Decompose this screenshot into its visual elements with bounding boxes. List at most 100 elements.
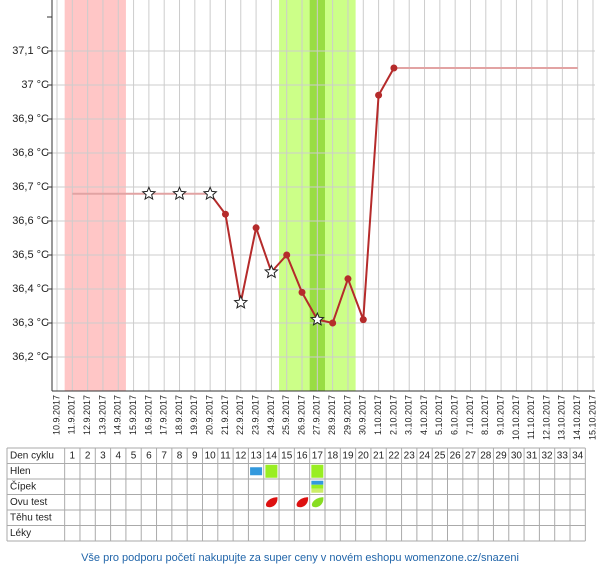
point	[329, 319, 337, 327]
day-number: 29	[496, 450, 508, 461]
point	[390, 64, 398, 72]
x-tick-label: 15.9.2017	[128, 395, 138, 435]
x-tick-label: 20.9.2017	[205, 395, 215, 435]
day-number: 28	[480, 450, 492, 461]
icon-drop	[265, 497, 278, 508]
day-number: 30	[511, 450, 523, 461]
x-tick-label: 22.9.2017	[235, 395, 245, 435]
day-number: 32	[541, 450, 553, 461]
star-point	[202, 185, 218, 201]
x-tick-label: 7.10.2017	[465, 395, 475, 435]
x-tick-label: 30.9.2017	[358, 395, 368, 435]
x-tick-label: 5.10.2017	[434, 395, 444, 435]
day-number: 7	[161, 450, 167, 461]
star-point	[233, 294, 249, 309]
phase-band	[64, 0, 126, 391]
point	[283, 251, 291, 259]
y-tick-label: 36,9 °C	[12, 113, 49, 125]
x-tick-label: 14.10.2017	[572, 395, 582, 440]
x-tick-label: 15.10.2017	[587, 395, 597, 440]
x-tick-label: 21.9.2017	[220, 395, 230, 435]
x-tick-label: 12.10.2017	[541, 395, 551, 440]
day-number: 34	[572, 450, 584, 461]
y-tick-label: 36,6 °C	[12, 215, 49, 227]
point	[375, 91, 383, 99]
x-tick-label: 24.9.2017	[266, 395, 276, 435]
day-number: 27	[465, 450, 477, 461]
day-number: 20	[358, 450, 370, 461]
x-tick-label: 10.9.2017	[51, 395, 61, 435]
day-number: 25	[434, 450, 446, 461]
row-label: Léky	[10, 528, 31, 539]
x-tick-label: 23.9.2017	[250, 395, 260, 435]
point	[344, 275, 352, 283]
day-number: 24	[419, 450, 431, 461]
day-number: 12	[235, 450, 247, 461]
x-tick-label: 10.10.2017	[511, 395, 521, 440]
icon-bar	[250, 467, 263, 476]
x-tick-label: 12.9.2017	[82, 395, 92, 435]
day-number: 2	[85, 450, 91, 461]
star-point	[263, 264, 279, 279]
star-point	[172, 185, 187, 201]
day-number: 6	[146, 450, 152, 461]
x-tick-label: 28.9.2017	[327, 395, 337, 435]
x-tick-label: 13.9.2017	[97, 395, 107, 435]
y-tick-label: 36,3 °C	[12, 317, 49, 329]
day-number: 13	[251, 450, 263, 461]
y-tick-label: 37 °C	[21, 79, 49, 91]
x-tick-label: 8.10.2017	[480, 395, 490, 435]
day-number: 16	[296, 450, 308, 461]
x-tick-label: 18.9.2017	[174, 395, 184, 435]
day-number: 33	[557, 450, 569, 461]
y-tick-label: 36,8 °C	[12, 147, 49, 159]
point	[359, 316, 367, 324]
day-number: 26	[450, 450, 462, 461]
point	[252, 224, 260, 232]
day-number: 8	[177, 450, 183, 461]
x-tick-label: 27.9.2017	[312, 395, 322, 435]
y-tick-label: 36,2 °C	[12, 351, 49, 363]
x-tick-label: 14.9.2017	[113, 395, 123, 435]
day-number: 17	[312, 450, 324, 461]
x-tick-label: 2.10.2017	[388, 395, 398, 435]
x-tick-label: 4.10.2017	[419, 395, 429, 435]
day-number: 5	[131, 450, 137, 461]
y-tick-label: 36,5 °C	[12, 249, 49, 261]
icon-drop	[296, 497, 309, 508]
icon-drop	[311, 497, 324, 508]
row-label: Hlen	[10, 466, 31, 477]
x-tick-label: 13.10.2017	[557, 395, 567, 440]
row-label: Ovu test	[10, 497, 47, 508]
row-label: Den cyklu	[10, 450, 54, 461]
day-number: 21	[373, 450, 385, 461]
x-tick-label: 25.9.2017	[281, 395, 291, 435]
x-tick-label: 11.9.2017	[67, 395, 77, 434]
x-tick-label: 11.10.2017	[526, 395, 536, 439]
point	[221, 210, 229, 218]
x-tick-label: 26.9.2017	[296, 395, 306, 435]
day-number: 31	[526, 450, 538, 461]
star-point	[309, 311, 325, 326]
x-tick-label: 29.9.2017	[342, 395, 352, 435]
day-number: 11	[220, 450, 231, 461]
x-tick-label: 9.10.2017	[495, 395, 505, 435]
day-number: 9	[192, 450, 198, 461]
y-tick-label: 37,1 °C	[12, 45, 49, 57]
star-point	[141, 185, 157, 201]
day-number: 4	[115, 450, 121, 461]
y-tick-label: 36,4 °C	[12, 283, 49, 295]
day-number: 10	[205, 450, 217, 461]
icon-stripe	[311, 480, 324, 485]
x-tick-label: 19.9.2017	[189, 395, 199, 435]
icon-stripe	[311, 484, 324, 489]
point	[298, 288, 306, 296]
y-tick-label: 36,7 °C	[12, 181, 49, 193]
icon-square	[265, 464, 278, 478]
x-tick-label: 17.9.2017	[159, 395, 169, 435]
footer-link[interactable]: Vše pro podporu početí nakupujte za supe…	[81, 552, 519, 564]
x-tick-label: 1.10.2017	[373, 395, 383, 435]
x-tick-label: 3.10.2017	[404, 395, 414, 435]
icon-square	[311, 464, 324, 478]
